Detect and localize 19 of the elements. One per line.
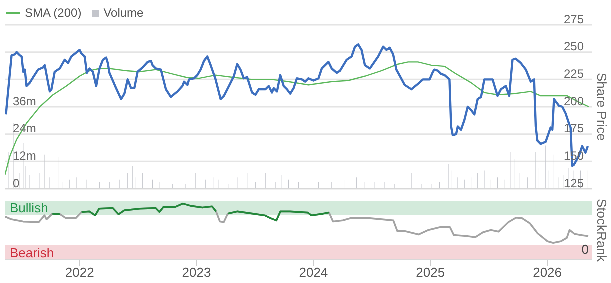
y2-axis-title: Share Price [594,73,610,141]
y-axis-title: StockRank [594,199,610,262]
annotation: 0 [582,242,589,257]
y-tick-label: 36m [13,94,36,108]
band-label: Bullish [10,200,48,216]
x-tick-label: 2026 [533,265,562,280]
y-tick-label: 0 [13,176,20,190]
y2-tick-label: 125 [564,176,584,190]
legend-label: Volume [104,6,144,20]
x-tick-label: 2023 [182,265,212,280]
y2-tick-label: 225 [564,66,584,81]
y-tick-label: 12m [13,148,36,163]
x-tick-label: 2025 [416,265,446,280]
y2-tick-label: 275 [564,12,584,26]
y2-tick-label: 250 [564,40,584,54]
legend-label: SMA (200) [25,6,82,20]
x-tick-label: 2022 [65,265,94,280]
band-label: Bearish [10,245,54,260]
x-tick-label: 2024 [299,265,328,280]
